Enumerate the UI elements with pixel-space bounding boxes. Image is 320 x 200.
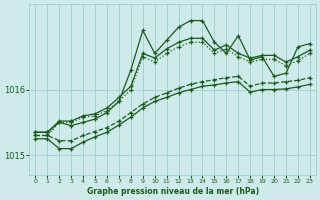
X-axis label: Graphe pression niveau de la mer (hPa): Graphe pression niveau de la mer (hPa) [87,187,259,196]
